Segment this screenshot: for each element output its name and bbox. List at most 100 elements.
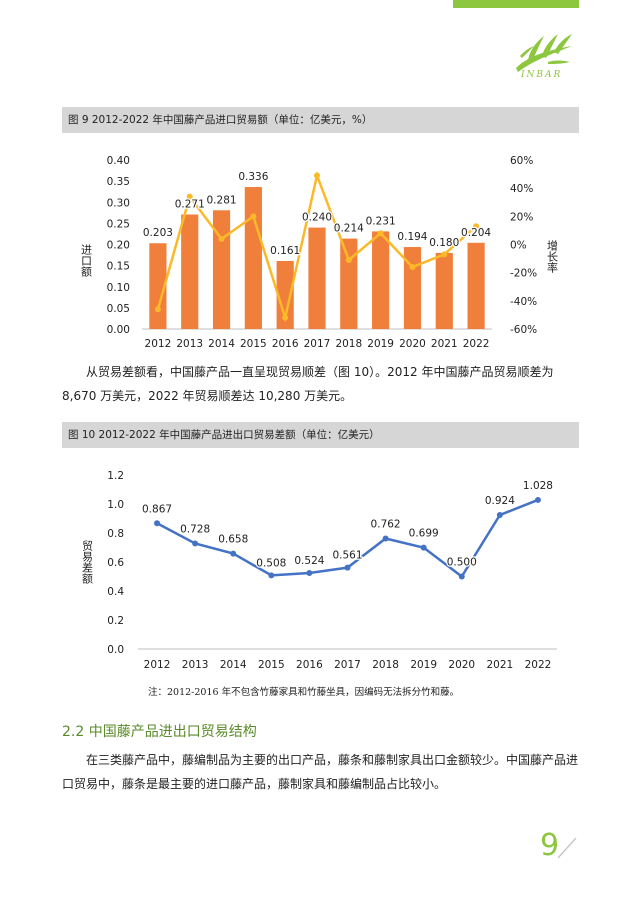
x-tick-label: 2014 bbox=[208, 338, 235, 350]
balance-data-label: 0.524 bbox=[294, 555, 324, 567]
bar-data-label: 0.194 bbox=[397, 231, 427, 243]
figure-note: 注：2012-2016 年不包含竹藤家具和竹藤坐具，因编码无法拆分竹和藤。 bbox=[148, 687, 460, 698]
balance-point-2021 bbox=[496, 512, 503, 519]
x-tick-label: 2021 bbox=[431, 338, 458, 350]
x-tick-label: 2017 bbox=[334, 659, 361, 671]
bar-data-label: 0.204 bbox=[461, 227, 491, 239]
x-tick-label: 2014 bbox=[220, 659, 247, 671]
y-tick-label: 1.2 bbox=[107, 470, 124, 482]
growth-point-2018 bbox=[345, 256, 352, 263]
bar-data-label: 0.231 bbox=[366, 215, 396, 227]
bar-data-label: 0.336 bbox=[238, 171, 268, 183]
balance-data-label: 0.508 bbox=[256, 557, 286, 569]
x-tick-label: 2018 bbox=[335, 338, 362, 350]
x-tick-label: 2015 bbox=[258, 659, 285, 671]
bar-data-label: 0.281 bbox=[207, 194, 237, 206]
balance-data-label: 0.728 bbox=[180, 523, 210, 535]
inbar-logo-icon bbox=[516, 34, 572, 72]
x-tick-label: 2013 bbox=[182, 659, 209, 671]
x-tick-label: 2020 bbox=[399, 338, 426, 350]
growth-point-2015 bbox=[250, 213, 257, 220]
x-tick-label: 2019 bbox=[367, 338, 394, 350]
balance-point-2013 bbox=[192, 540, 199, 547]
y-tick-label: 0.00 bbox=[107, 324, 130, 336]
bar-2013 bbox=[181, 214, 199, 329]
x-tick-label: 2016 bbox=[296, 659, 323, 671]
y2-tick-label: -40% bbox=[510, 296, 537, 308]
top-accent-bar bbox=[453, 0, 579, 8]
growth-point-2014 bbox=[218, 235, 225, 242]
growth-point-2020 bbox=[409, 264, 416, 271]
balance-data-label: 0.500 bbox=[447, 557, 477, 569]
y-tick-label: 0.20 bbox=[107, 240, 130, 252]
bar-2014 bbox=[212, 210, 231, 329]
paragraph-trade-balance: 从贸易差额看，中国藤产品一直呈现贸易顺差（图 10）。2012 年中国藤产品贸易… bbox=[62, 365, 554, 403]
balance-point-2012 bbox=[154, 520, 161, 527]
balance-data-label: 0.762 bbox=[371, 519, 401, 531]
y2-tick-label: -60% bbox=[510, 324, 537, 336]
y-tick-label: 1.0 bbox=[107, 499, 124, 511]
x-tick-label: 2015 bbox=[240, 338, 267, 350]
bar-2015 bbox=[244, 187, 262, 329]
y2-tick-label: 40% bbox=[510, 183, 533, 195]
balance-point-2022 bbox=[534, 496, 541, 503]
y2-tick-label: 20% bbox=[510, 211, 533, 223]
y-tick-label: 0.8 bbox=[107, 528, 124, 540]
x-tick-label: 2020 bbox=[448, 659, 475, 671]
bar-data-label: 0.240 bbox=[302, 212, 332, 224]
bar-data-label: 0.180 bbox=[429, 237, 459, 249]
y-axis-title: 进口额 bbox=[80, 244, 93, 278]
bar-data-label: 0.214 bbox=[334, 223, 364, 235]
x-tick-label: 2022 bbox=[525, 659, 552, 671]
balance-point-2019 bbox=[420, 544, 427, 551]
balance-point-2020 bbox=[458, 573, 465, 580]
paragraph-trade-structure: 在三类藤产品中，藤编制品为主要的出口产品，藤条和藤制家具出口金额较少。中国藤产品… bbox=[62, 753, 579, 791]
bar-data-label: 0.203 bbox=[143, 227, 173, 239]
x-tick-label: 2012 bbox=[144, 659, 171, 671]
figure9-title: 图 9 2012-2022 年中国藤产品进口贸易额（单位：亿美元，%） bbox=[62, 107, 579, 133]
y-tick-label: 0.25 bbox=[107, 218, 130, 230]
section-heading: 2.2 中国藤产品进出口贸易结构 bbox=[62, 724, 257, 740]
bar-2022 bbox=[467, 242, 485, 329]
y-axis-title: 贸易差额 bbox=[81, 540, 94, 585]
bar-2018 bbox=[340, 238, 358, 329]
growth-point-2019 bbox=[377, 230, 384, 237]
growth-point-2016 bbox=[282, 314, 289, 321]
y-tick-label: 0.6 bbox=[107, 557, 124, 569]
y2-tick-label: -20% bbox=[510, 268, 537, 280]
y2-tick-label: 0% bbox=[510, 240, 527, 252]
x-tick-label: 2018 bbox=[372, 659, 399, 671]
growth-point-2013 bbox=[186, 193, 193, 200]
x-tick-label: 2017 bbox=[304, 338, 331, 350]
balance-data-label: 0.561 bbox=[332, 550, 362, 562]
y-tick-label: 0.2 bbox=[107, 615, 124, 627]
y-tick-label: 0.05 bbox=[107, 303, 130, 315]
y-tick-label: 0.35 bbox=[107, 176, 130, 188]
balance-point-2015 bbox=[268, 572, 275, 579]
growth-point-2017 bbox=[314, 172, 320, 179]
x-tick-label: 2021 bbox=[486, 659, 513, 671]
page-slash-icon bbox=[557, 837, 577, 859]
growth-point-2021 bbox=[441, 251, 448, 258]
y2-axis-title: 增长率 bbox=[546, 239, 559, 274]
figure10-title: 图 10 2012-2022 年中国藤产品进出口贸易差额（单位：亿美元） bbox=[62, 422, 579, 448]
bar-data-label: 0.271 bbox=[175, 199, 205, 211]
x-tick-label: 2013 bbox=[176, 338, 203, 350]
y-tick-label: 0.4 bbox=[107, 586, 124, 598]
bar-2012 bbox=[149, 243, 167, 329]
figure10-chart: 0.0 0.2 0.4 0.6 0.8 1.0 1.2 贸易差额 2012 2013 2014 201… bbox=[81, 470, 557, 671]
x-tick-label: 2016 bbox=[272, 338, 299, 350]
bar-2021 bbox=[435, 252, 453, 329]
x-tick-label: 2012 bbox=[145, 338, 172, 350]
logo-text: INBAR bbox=[521, 70, 563, 80]
balance-data-label: 0.924 bbox=[485, 495, 515, 507]
y-tick-label: 0.15 bbox=[107, 261, 130, 273]
balance-point-2016 bbox=[306, 570, 313, 577]
balance-point-2017 bbox=[344, 564, 351, 571]
bar-2016 bbox=[276, 260, 294, 329]
balance-data-label: 0.699 bbox=[409, 528, 439, 540]
y-tick-label: 0.30 bbox=[107, 197, 130, 209]
y2-tick-label: 60% bbox=[510, 155, 533, 167]
y-tick-label: 0.0 bbox=[107, 644, 124, 656]
balance-data-label: 0.867 bbox=[142, 503, 172, 515]
